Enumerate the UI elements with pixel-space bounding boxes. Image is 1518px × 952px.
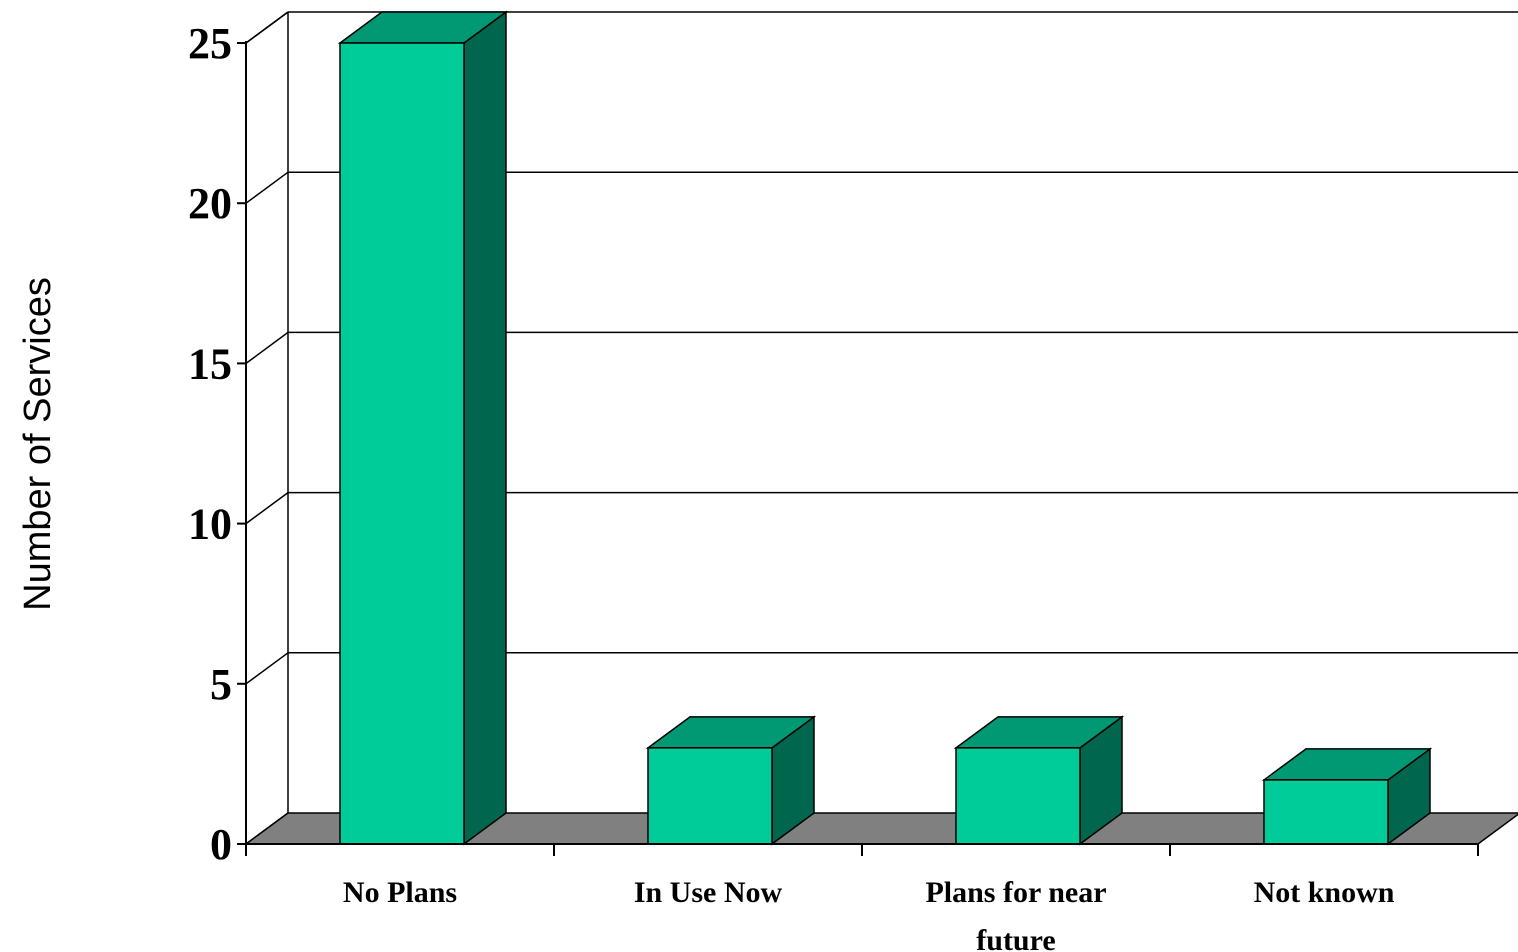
bar-2 — [645, 715, 817, 846]
x-tick-label: Not known — [1254, 876, 1395, 909]
x-tick-label: In Use Now — [634, 876, 783, 909]
wall-gridline — [245, 652, 289, 685]
y-tick-label: 10 — [188, 500, 232, 549]
y-tick-label: 20 — [188, 179, 232, 228]
bar-front — [955, 747, 1081, 845]
y-tick-label: 0 — [210, 820, 232, 869]
bar-front — [339, 42, 465, 845]
axes: 0 5 10 15 20 25 No Plans In Use Now Plans for ne… — [188, 19, 1479, 952]
x-tick-label: future — [976, 924, 1055, 952]
wall-gridline — [245, 171, 289, 204]
y-tick-label: 15 — [188, 339, 232, 388]
bar-side — [463, 10, 507, 846]
bars — [337, 10, 1433, 846]
bar-3 — [953, 715, 1125, 846]
y-tick-label: 5 — [210, 660, 232, 709]
bar-1 — [337, 10, 509, 846]
x-tick-label: Plans for near — [925, 876, 1106, 909]
bar-front — [1263, 779, 1389, 845]
wall-gridline — [245, 491, 289, 525]
y-tick-label: 25 — [188, 19, 232, 68]
x-tick-label: No Plans — [343, 876, 457, 909]
wall-gridline — [245, 331, 289, 365]
y-axis-title: Number of Services — [17, 277, 59, 611]
bar-front — [647, 747, 773, 845]
wall-top-edge — [245, 11, 289, 44]
bar-4 — [1261, 747, 1433, 846]
